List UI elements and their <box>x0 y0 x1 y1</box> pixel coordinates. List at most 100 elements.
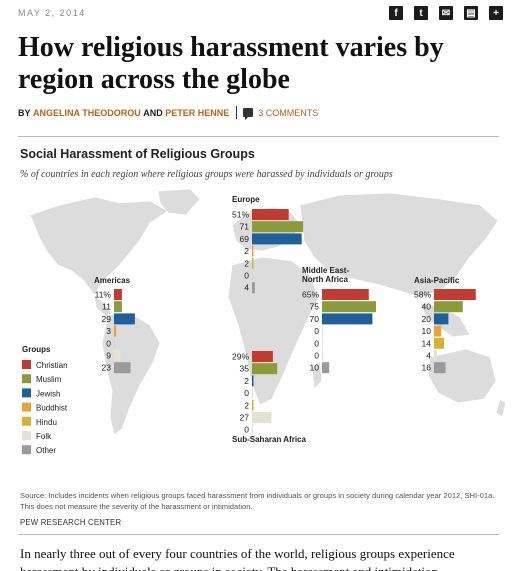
sub-saharan-africa-bar-muslim <box>252 363 278 375</box>
americas-value-jewish: 29 <box>102 314 112 324</box>
middle-east-north-africa-value-hindu: 0 <box>314 338 319 348</box>
asia-pacific-bar-jewish <box>434 313 449 325</box>
americas-value-buddhist: 3 <box>106 326 111 336</box>
asia-pacific-value-hindu: 14 <box>422 338 432 348</box>
asia-pacific-bar-christian <box>434 289 476 300</box>
madagascar-shape <box>311 360 323 390</box>
sub-saharan-africa-value-muslim: 35 <box>240 364 250 374</box>
share-icons: f t ✉ ▤ + <box>389 6 503 20</box>
americas-bar-buddhist <box>114 325 117 337</box>
middle-east-north-africa-bar-buddhist <box>322 325 323 337</box>
asia-pacific-bar-hindu <box>434 337 445 349</box>
middle-east-north-africa-bar-hindu <box>322 337 323 349</box>
europe-title: Europe <box>232 195 260 204</box>
europe-value-buddhist: 2 <box>244 246 249 256</box>
sub-saharan-africa-bar-hindu <box>252 399 254 411</box>
americas-bar-folk <box>114 350 121 361</box>
middle-east-north-africa-bar-jewish <box>322 313 373 325</box>
legend-swatch-jewish <box>22 388 31 398</box>
europe-value-jewish: 69 <box>240 234 250 244</box>
new-zealand-shape <box>495 398 507 418</box>
asia-pacific-value-folk: 4 <box>426 351 431 361</box>
europe-bar-christian <box>252 209 289 220</box>
legend-label-buddhist: Buddhist <box>36 404 68 413</box>
middle-east-north-africa-value-other: 10 <box>310 363 320 373</box>
legend-swatch-other <box>22 445 31 455</box>
byline: BY ANGELINA THEODOROU AND PETER HENNE 3 … <box>18 106 319 120</box>
regional-bar-map: Europe51%71692204Americas11%112930923Mid… <box>22 188 507 455</box>
legend-swatch-hindu <box>22 416 31 426</box>
byline-prefix: BY <box>18 107 31 118</box>
middle-east-north-africa-value-buddhist: 0 <box>314 326 319 336</box>
africa-shape <box>227 256 319 406</box>
americas-title: Americas <box>94 276 131 285</box>
legend-title: Groups <box>22 345 51 354</box>
australia-shape <box>427 348 497 404</box>
europe-bar-buddhist <box>252 245 254 257</box>
asia-pacific-value-other: 16 <box>422 363 432 373</box>
americas-value-christian: 11% <box>95 290 112 300</box>
europe-value-folk: 0 <box>244 271 249 281</box>
middle-east-north-africa-title-line: Middle East- <box>302 266 349 275</box>
sub-saharan-africa-value-hindu: 2 <box>244 400 249 410</box>
chart-title: Social Harassment of Religious Groups <box>20 147 255 161</box>
asia-pacific-bar-folk <box>434 350 437 361</box>
middle-east-north-africa-bar-other <box>322 362 330 374</box>
author-link-2[interactable]: PETER HENNE <box>165 107 230 118</box>
twitter-icon[interactable]: t <box>414 6 428 20</box>
article-title: How religious harassment varies by regio… <box>18 32 444 95</box>
more-share-icon[interactable]: + <box>489 6 503 20</box>
middle-east-north-africa-title-line: North Africa <box>302 275 348 284</box>
legend-label-jewish: Jewish <box>36 389 60 398</box>
asia-pacific-value-christian: 58% <box>414 290 431 300</box>
asia-pacific-value-muslim: 40 <box>422 302 432 312</box>
sub-saharan-africa-bar-buddhist <box>252 387 253 399</box>
asia-pacific-value-buddhist: 10 <box>422 326 432 336</box>
americas-value-other: 23 <box>102 363 112 373</box>
americas-bar-other <box>114 362 131 374</box>
europe-value-other: 4 <box>244 283 249 293</box>
americas-value-folk: 9 <box>106 351 111 361</box>
americas-bar-hindu <box>114 337 115 349</box>
americas-value-hindu: 0 <box>106 338 111 348</box>
legend-label-hindu: Hindu <box>36 418 57 427</box>
legend-swatch-folk <box>22 431 31 440</box>
chart-source: Source: Includes incidents when religiou… <box>20 491 495 511</box>
author-link-1[interactable]: ANGELINA THEODOROU <box>33 107 141 118</box>
print-icon[interactable]: ▤ <box>464 6 478 20</box>
sub-saharan-africa-bar-christian <box>252 351 273 362</box>
sub-saharan-africa-value-jewish: 2 <box>244 376 249 386</box>
middle-east-north-africa-value-jewish: 70 <box>310 314 320 324</box>
sub-saharan-africa-value-christian: 29% <box>232 352 249 362</box>
greenland-shape <box>157 188 201 216</box>
legend-swatch-christian <box>22 360 31 369</box>
chart-subtitle: % of countries in each region where reli… <box>20 169 393 180</box>
europe-bar-jewish <box>252 233 302 245</box>
comments-link[interactable]: 3 COMMENTS <box>258 107 319 118</box>
sub-saharan-africa-bar-other <box>252 424 253 436</box>
divider <box>18 136 499 137</box>
facebook-icon[interactable]: f <box>389 6 403 20</box>
sub-saharan-africa-value-folk: 27 <box>240 413 250 423</box>
north-america-shape <box>29 196 169 296</box>
legend-label-other: Other <box>36 446 56 455</box>
south-america-shape <box>101 312 161 436</box>
sub-saharan-africa-bar-jewish <box>252 375 254 387</box>
sub-saharan-africa-value-other: 0 <box>244 425 249 435</box>
americas-bar-christian <box>114 289 122 300</box>
article-body: In nearly three out of every four countr… <box>20 546 455 571</box>
comment-icon[interactable] <box>243 108 254 120</box>
sub-saharan-africa-bar-folk <box>252 412 272 423</box>
sub-saharan-africa-title: Sub-Saharan Africa <box>232 435 306 444</box>
europe-value-muslim: 71 <box>240 222 250 232</box>
americas-bar-muslim <box>114 301 122 313</box>
americas-value-muslim: 11 <box>102 302 111 312</box>
europe-bar-hindu <box>252 257 254 269</box>
middle-east-north-africa-bar-folk <box>322 350 323 361</box>
europe-bar-folk <box>252 270 253 281</box>
publish-date: MAY 2, 2014 <box>18 8 86 18</box>
legend-swatch-buddhist <box>22 402 31 412</box>
email-icon[interactable]: ✉ <box>439 6 453 20</box>
middle-east-north-africa-value-folk: 0 <box>314 351 319 361</box>
middle-east-north-africa-bar-christian <box>322 289 369 300</box>
